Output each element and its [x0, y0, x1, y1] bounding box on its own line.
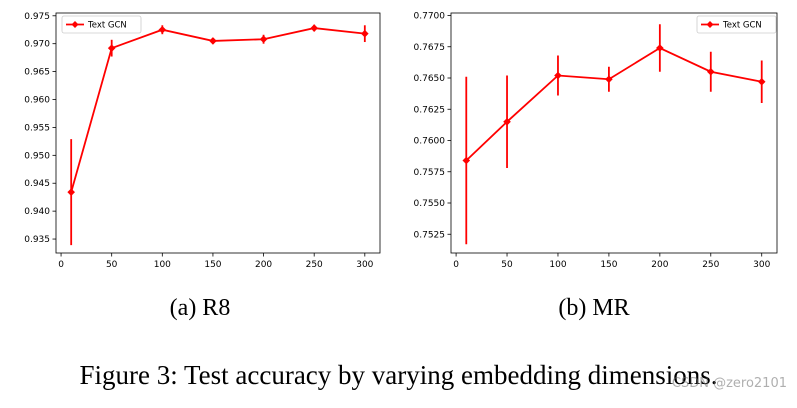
y-tick-label: 0.960: [24, 96, 50, 106]
data-point: [605, 75, 613, 84]
subfigure-caption: (a) R8: [170, 295, 231, 321]
y-tick-label: 0.950: [24, 151, 50, 161]
y-tick-label: 0.7600: [414, 137, 446, 147]
subfigure-caption: (b) MR: [558, 295, 629, 321]
data-point: [158, 25, 167, 34]
y-tick-label: 0.7650: [414, 74, 446, 84]
chart-2: 0 50 100 150 200 250 300 0.7525 0.7550 0.7575 0.76…: [414, 12, 778, 321]
legend-marker: [71, 21, 79, 28]
y-tick-label: 0.7700: [414, 12, 446, 22]
x-tick-label: 200: [255, 260, 272, 270]
y-tick-label: 0.7625: [414, 105, 446, 115]
data-point: [656, 44, 664, 52]
data-point: [757, 77, 766, 86]
x-tick-label: 100: [549, 260, 566, 270]
legend-box: [696, 15, 777, 34]
data-point: [554, 71, 562, 80]
x-tick-label: 150: [204, 260, 221, 270]
y-tick-label: 0.965: [24, 68, 50, 78]
watermark: CSDN @zero2101: [671, 376, 787, 391]
legend-box: [61, 15, 142, 34]
series-line-text-gcn: [70, 27, 365, 193]
data-point: [361, 29, 369, 38]
x-tick-label: 50: [501, 260, 513, 270]
y-tick-label: 0.7525: [414, 230, 446, 240]
x-tick-label: 150: [600, 260, 617, 270]
x-tick-label: 200: [651, 260, 668, 270]
chart-1: 0 50 100 150 200 250 300 0.935 0.940 0.945 0.950 0.…: [24, 12, 381, 321]
data-point: [259, 35, 268, 44]
plot-frame: [450, 12, 778, 254]
data-point: [462, 156, 471, 165]
legend-marker: [706, 21, 714, 28]
legend: Text GCN: [61, 15, 142, 34]
x-tick-label: 0: [453, 260, 459, 270]
y-tick-label: 0.970: [24, 40, 50, 50]
x-tick-label: 250: [306, 260, 323, 270]
y-tick-label: 0.7550: [414, 199, 446, 209]
x-tick-label: 300: [356, 260, 373, 270]
data-point: [503, 117, 511, 126]
y-tick-label: 0.955: [24, 123, 50, 133]
data-point: [107, 44, 116, 52]
legend-label: Text GCN: [722, 21, 762, 31]
data-point: [67, 188, 75, 196]
data-point: [310, 24, 318, 32]
x-tick-label: 250: [702, 260, 719, 270]
y-tick-label: 0.7675: [414, 43, 446, 53]
plot-frame: [55, 12, 381, 254]
x-tick-label: 50: [106, 260, 118, 270]
data-point: [209, 37, 217, 45]
figure-caption: Figure 3: Test accuracy by varying embed…: [79, 360, 718, 390]
x-tick-label: 100: [154, 260, 171, 270]
legend: Text GCN: [696, 15, 777, 34]
y-tick-label: 0.7575: [414, 168, 446, 178]
data-point: [706, 67, 715, 76]
y-tick-label: 0.940: [24, 207, 50, 217]
legend-label: Text GCN: [87, 21, 127, 31]
x-tick-label: 300: [753, 260, 770, 270]
y-tick-label: 0.975: [24, 12, 50, 22]
x-tick-label: 0: [58, 260, 64, 270]
y-tick-label: 0.935: [24, 235, 50, 245]
y-tick-label: 0.945: [24, 179, 50, 189]
series-line-text-gcn: [465, 46, 762, 162]
